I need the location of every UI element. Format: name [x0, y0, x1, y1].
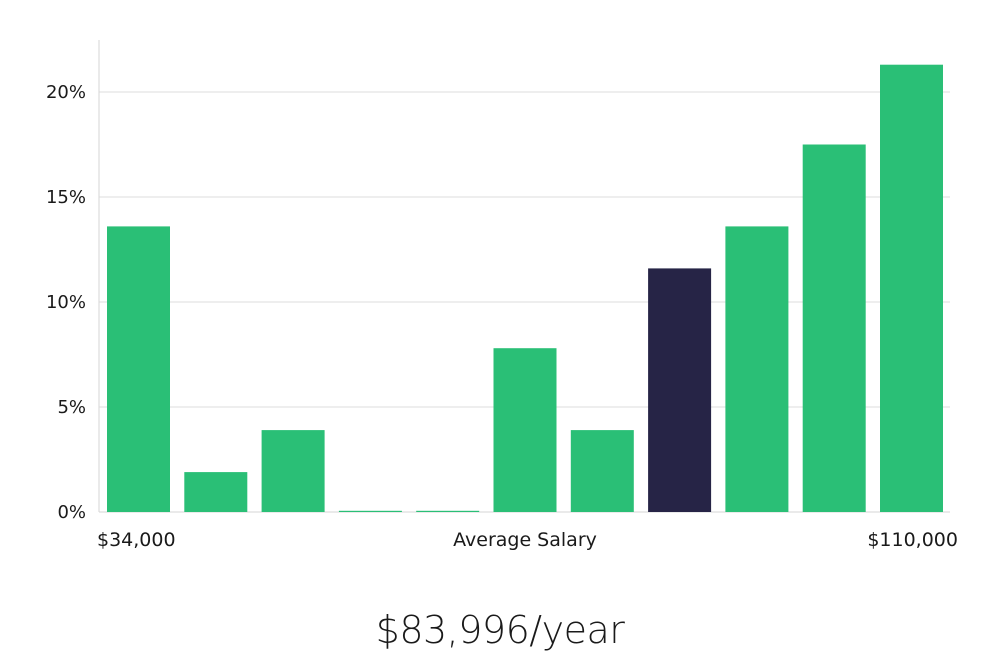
y-tick-label: 5%: [57, 397, 86, 418]
x-max-label: $110,000: [867, 529, 958, 551]
y-tick-label: 0%: [57, 502, 86, 523]
bar: [338, 510, 402, 512]
x-axis-title: Average Salary: [453, 529, 597, 551]
y-tick-label: 20%: [46, 82, 86, 103]
bar: [261, 430, 325, 512]
y-tick-label: 15%: [46, 187, 86, 208]
bar: [880, 64, 943, 512]
bar: [570, 430, 634, 512]
x-min-label: $34,000: [97, 529, 176, 551]
bar: [107, 226, 170, 512]
bars: [107, 64, 943, 512]
bar-highlighted: [648, 268, 712, 512]
y-tick-labels: 0% 5% 10% 15% 20%: [46, 82, 86, 523]
bar: [725, 226, 789, 512]
bar: [802, 144, 866, 512]
average-salary-value: $83,996/year: [375, 608, 625, 652]
bar: [416, 510, 480, 512]
y-tick-label: 10%: [46, 292, 86, 313]
bar: [493, 348, 557, 512]
bar: [184, 472, 248, 512]
